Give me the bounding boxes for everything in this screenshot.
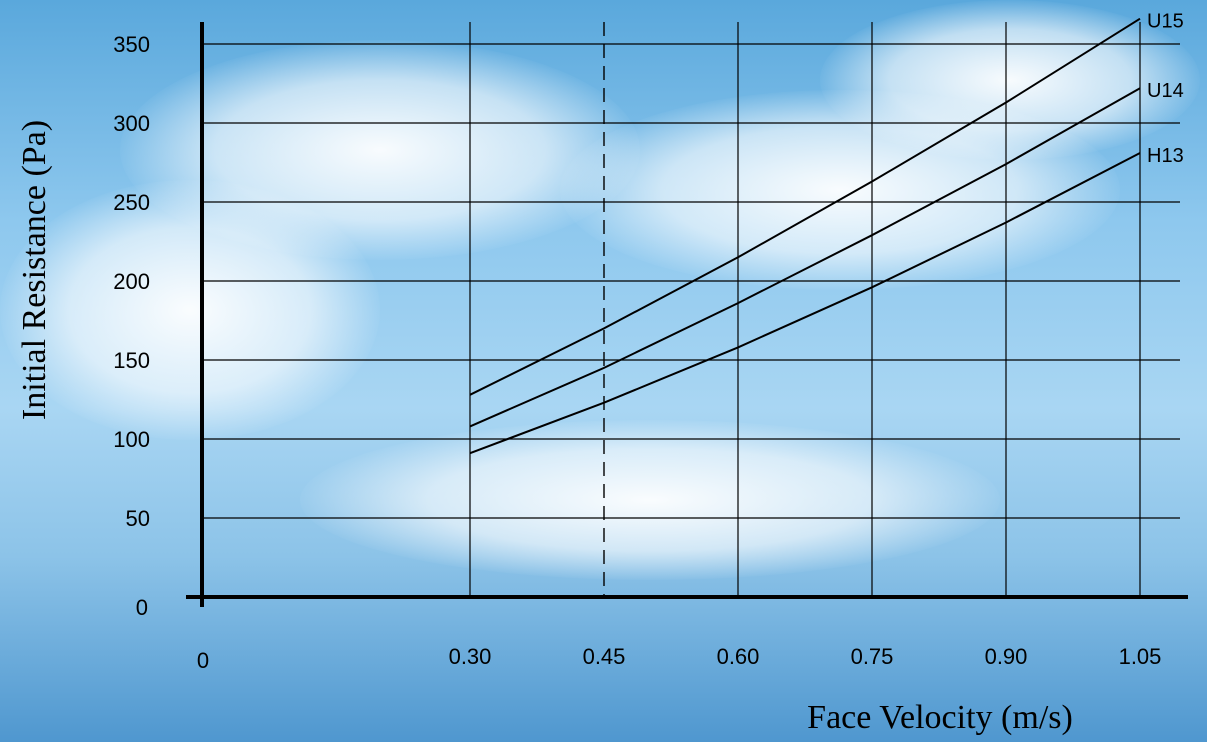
series-label: H13 bbox=[1147, 145, 1184, 167]
y-tick-label: 200 bbox=[113, 269, 150, 294]
axes bbox=[186, 22, 1188, 607]
grid-lines bbox=[202, 22, 1180, 597]
series-lines: U15 U14 H13 bbox=[469, 11, 1184, 455]
tick-labels: 0 50 100 150 200 250 300 350 0 0.30 0.45 0.60 0.75 0.… bbox=[113, 32, 1161, 673]
cloud-shape bbox=[820, 0, 1200, 160]
y-tick-label: 50 bbox=[126, 506, 150, 531]
series-label: U14 bbox=[1147, 80, 1184, 102]
series-line-u14 bbox=[469, 87, 1141, 428]
x-tick-label: 0.75 bbox=[851, 644, 894, 669]
cloud-shape bbox=[0, 180, 380, 440]
y-tick-label: 250 bbox=[113, 190, 150, 215]
y-tick-label: 100 bbox=[113, 427, 150, 452]
y-tick-label: 300 bbox=[113, 111, 150, 136]
x-tick-label: 0.45 bbox=[583, 644, 626, 669]
series-line-u15 bbox=[469, 17, 1141, 396]
series-line-h13 bbox=[469, 152, 1141, 455]
x-tick-label: 0.90 bbox=[985, 644, 1028, 669]
x-axis-title: Face Velocity (m/s) bbox=[807, 699, 1073, 736]
cloud-shape bbox=[300, 420, 1000, 580]
y-tick-label: 150 bbox=[113, 348, 150, 373]
y-tick-label: 350 bbox=[113, 32, 150, 57]
y-tick-label: 0 bbox=[136, 595, 148, 620]
x-tick-label: 0.60 bbox=[717, 644, 760, 669]
x-tick-label: 0.30 bbox=[449, 644, 492, 669]
series-label: U15 bbox=[1147, 11, 1184, 33]
x-tick-label: 0 bbox=[197, 648, 209, 673]
y-axis-title: Initial Resistance (Pa) bbox=[16, 120, 53, 420]
x-tick-label: 1.05 bbox=[1119, 644, 1162, 669]
